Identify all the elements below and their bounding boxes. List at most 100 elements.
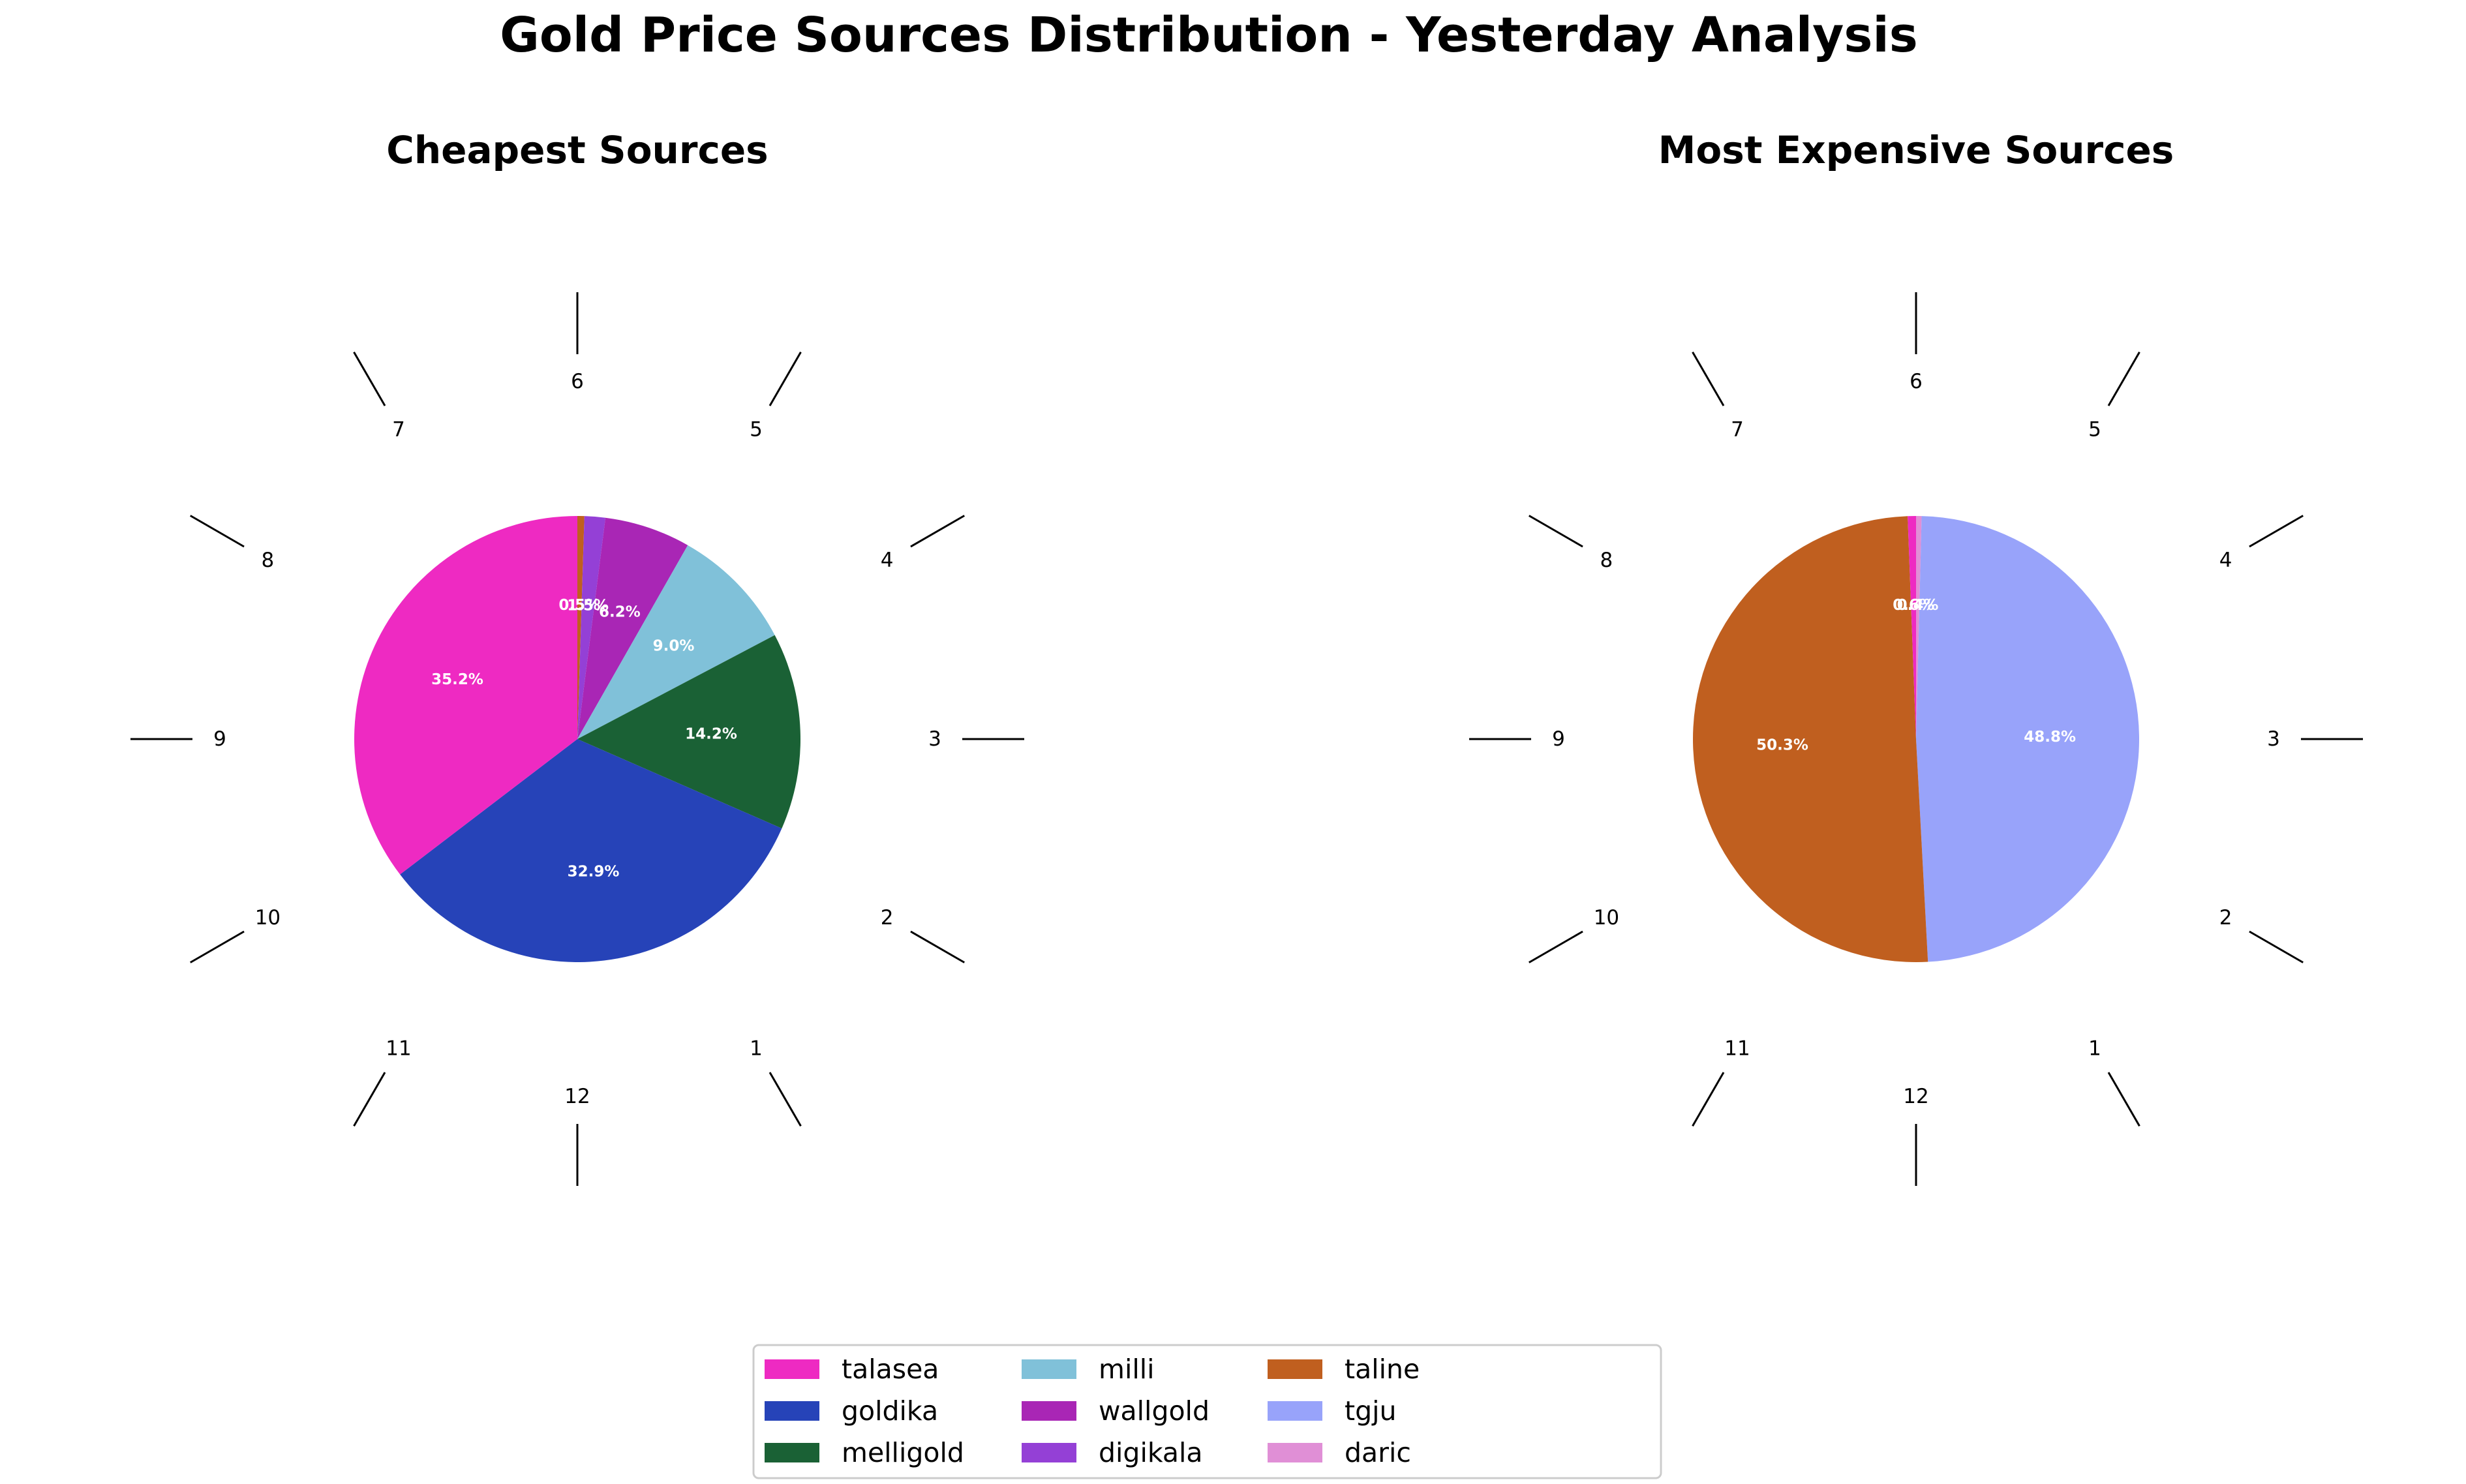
pie-slices [354,516,800,962]
legend-frame [752,1344,1662,1479]
pie-slice-taline [1692,516,1928,963]
legend-label: taline [1345,1354,1420,1385]
slice-value-label: 48.8% [2024,729,2076,746]
clock-label: 1 [2088,1037,2101,1061]
legend-entry-wallgold: wallgold [1022,1395,1210,1427]
legend-entry-goldika: goldika [765,1395,938,1427]
clock-tick [190,930,245,963]
clock-label: 3 [928,727,941,751]
legend-entry-milli: milli [1022,1354,1155,1385]
legend-swatch [1022,1359,1076,1379]
legend-label: talasea [842,1354,939,1385]
pie-slice-taline [577,516,585,739]
clock-tick [910,930,965,963]
clock-tick [910,515,965,548]
slice-value-label: 35.2% [431,671,483,688]
clock-tick [2249,515,2304,548]
legend-swatch [1022,1401,1076,1421]
clock-label: 9 [213,727,226,751]
pie-labels: 0.5%1.5%6.2% 9.0% 14.2% 32.9% 35.2% [431,597,737,881]
pie-slice-goldika [400,739,782,962]
legend-swatch [765,1359,819,1379]
clock-tick [769,1072,802,1127]
slice-value-label: 14.2% [685,726,737,743]
clock-label: 10 [255,906,281,930]
slice-value-label: 0.4% [1897,597,1939,614]
clock-decoration: 6 5 4 3 2 1 12 11 10 9 8 7 [1469,292,2363,1186]
clock-label: 4 [881,549,894,572]
clock-label: 3 [2267,727,2280,751]
legend-entry-melligold: melligold [765,1437,964,1468]
clock-tick [1692,1072,1725,1127]
clock-label: 5 [750,417,763,441]
clock-label: 4 [2219,549,2232,572]
pie-slice-milli [577,545,775,739]
clock-label: 12 [564,1085,590,1108]
clock-label: 11 [1724,1037,1750,1061]
clock-tick [353,352,386,406]
legend-entry-tgju: tgju [1268,1395,1396,1427]
pies-layer: Cheapest Sources6543211211109870.5%1.5%6… [130,128,2363,1186]
clock-label: 9 [1552,727,1565,751]
clock-tick [1529,515,1583,548]
clock-label: 7 [392,417,405,441]
pie-slice-digikala [577,516,606,739]
clock-label: 12 [1903,1085,1928,1108]
pie-slice-talasea [354,516,577,875]
legend-swatch [765,1401,819,1421]
legend-label: wallgold [1099,1395,1210,1427]
clock-label: 6 [1910,370,1923,393]
clock-tick [1692,352,1725,406]
clock-tick [190,515,245,548]
legend-label: digikala [1099,1437,1203,1468]
legend-entry-daric: daric [1268,1437,1411,1468]
clock-label: 5 [2088,417,2101,441]
pie-slice-wallgold [577,517,688,739]
clock-label: 2 [2219,906,2232,930]
pie-slices [1692,516,2139,963]
chart-title: Gold Price Sources Distribution - Yester… [500,7,1918,63]
slice-value-label: 9.0% [653,637,695,654]
clock-label: 1 [750,1037,763,1061]
legend-label: melligold [842,1437,964,1468]
clock-label: 11 [386,1037,411,1061]
slice-value-label: 0.5% [558,597,600,614]
clock-tick [1529,930,1583,963]
clock-label: 10 [1594,906,1619,930]
legend-entry-taline: taline [1268,1354,1420,1385]
pie-labels: 0.4% 48.8% 50.3% 0.6% [1756,597,2076,754]
slice-value-label: 32.9% [568,864,620,881]
legend-swatch [1268,1401,1322,1421]
legend-swatch [765,1443,819,1462]
pie-slice-daric [1916,516,1922,739]
legend-swatch [1268,1359,1322,1379]
legend-entry-digikala: digikala [1022,1437,1203,1468]
legend-label: tgju [1345,1395,1396,1427]
clock-tick [2107,352,2140,406]
slice-value-label: 0.6% [1893,597,1934,614]
legend: talasea goldika melligold milli wallgold digi… [752,1344,1662,1479]
legend-entry-talasea: talasea [765,1354,939,1385]
pie-slice-melligold [577,635,800,828]
clock-label: 6 [571,370,584,393]
slice-value-label: 50.3% [1756,736,1808,753]
clock-tick [2107,1072,2140,1127]
legend-label: milli [1099,1354,1155,1385]
clock-label: 2 [881,906,894,930]
legend-swatch [1268,1443,1322,1462]
pie-slice-talasea [1908,516,1916,739]
clock-tick [769,352,802,406]
legend-label: daric [1345,1437,1411,1468]
slice-value-label: 1.5% [567,597,609,614]
clock-label: 7 [1731,417,1744,441]
subplot-title: Most Expensive Sources [1658,128,2174,172]
subplot-title: Cheapest Sources [386,128,768,172]
slice-value-label: 6.2% [599,603,641,620]
clock-decoration: 6 5 4 3 2 1 12 11 10 9 8 7 [130,292,1024,1186]
clock-label: 8 [262,549,275,572]
pie-chart-1: Cheapest Sources 6 5 4 3 2 1 12 11 10 9 8 7 0.5%1.5%6… [130,128,1024,1186]
pie-slice-tgju [1916,516,2139,962]
clock-tick [2249,930,2304,963]
